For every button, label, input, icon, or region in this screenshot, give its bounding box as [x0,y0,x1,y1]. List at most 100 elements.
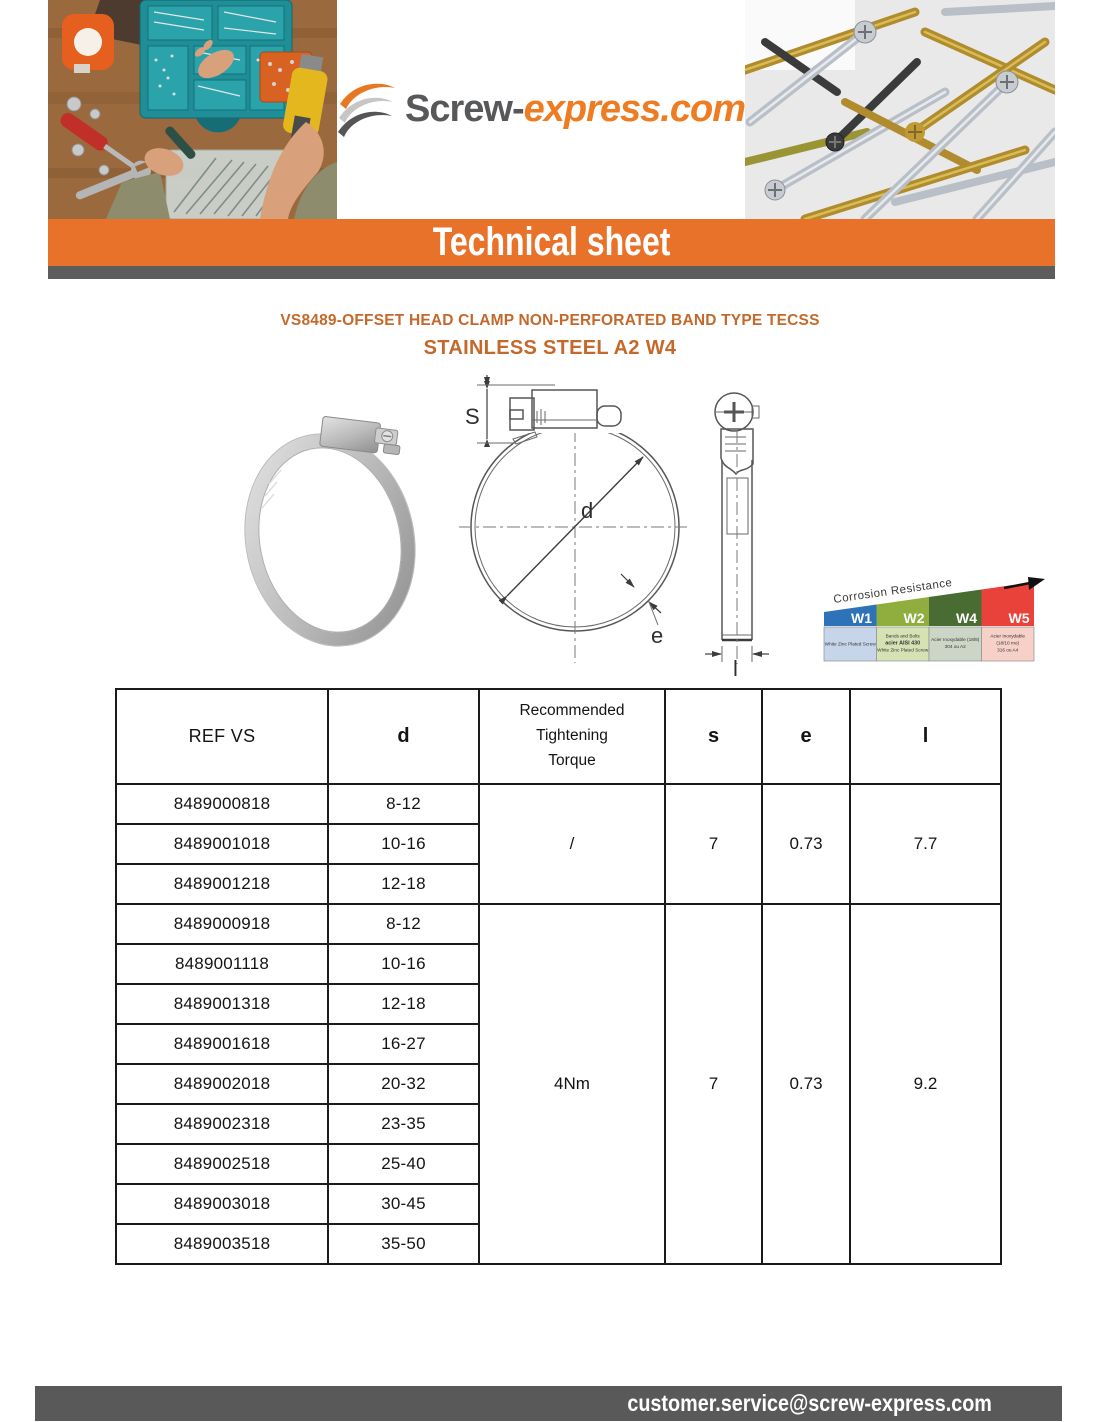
dimension-label-d: d [581,498,593,523]
d-cell: 23-35 [327,1103,480,1145]
w4-desc-box [928,626,982,662]
w4-desc-1: Acier Inoxydable (18/8) [931,637,980,642]
w5-segment [981,582,1034,626]
footer-bar: customer.service@screw-express.com [35,1386,1062,1421]
header-d: d [327,688,480,785]
d-cell: 12-18 [327,863,480,905]
banner-gray-strip [48,266,1055,279]
corrosion-resistance-chart: Corrosion Resistance W1 W2 W4 W5 White Z… [823,577,1045,662]
w4-segment [929,589,982,626]
dimension-label-e: e [651,623,663,648]
ref-cell: 8489002318 [115,1103,329,1145]
e-cell-group1: 0.73 [761,783,851,905]
table-header-row: REF VS d Recommended Tightening Torque s… [115,688,1002,785]
dimension-label-s: S [465,404,480,429]
torque-cell-group1: / [478,783,666,905]
header-e: e [761,688,851,785]
s-cell-group2: 7 [664,903,763,1265]
d-cell: 8-12 [327,783,480,825]
clamp-screw-housing [319,416,401,456]
e-cell-group2: 0.73 [761,903,851,1265]
d-cell: 8-12 [327,903,480,945]
header-torque-line1: Recommended [519,702,625,720]
workbench-photo [48,0,337,219]
table-row: 8489002318 23-35 [115,1103,1001,1145]
ref-cell: 8489002518 [115,1143,329,1185]
customer-service-email-link[interactable]: customer.service@screw-express.com [627,1390,992,1416]
w4-desc-2: 304 ou A2 [945,644,967,649]
clamp-product-image [244,416,416,647]
w1-label: W1 [851,610,872,626]
logo: Screw-express.com [337,0,746,219]
table-row: 8489000918 8-12 4Nm 7 0.73 9.2 [115,903,1002,1265]
d-cell: 16-27 [327,1023,480,1065]
d-cell: 35-50 [327,1223,480,1265]
l-cell-group1: 7.7 [849,783,1002,905]
d-cell: 30-45 [327,1183,480,1225]
header-s: s [664,688,763,785]
header-ref-vs: REF VS [115,688,329,785]
w1-segment [824,604,877,626]
ref-cell: 8489001218 [115,863,329,905]
w2-desc-2: acier AISI 430 [885,641,920,647]
table-row: 8489002018 20-32 [115,1063,1001,1105]
banner-title: Technical sheet [432,220,671,264]
table-row: 8489000818 8-12 / 7 0.73 7.7 [115,783,1002,905]
logo-text-orange: express.com [523,88,746,130]
screws-photo [745,0,1055,219]
ref-cell: 8489003518 [115,1223,329,1265]
technical-sheet-banner: Technical sheet [48,219,1055,266]
ref-cell: 8489003018 [115,1183,329,1225]
ref-cell: 8489001118 [115,943,329,985]
dimension-label-l: l [733,656,738,678]
header-l: l [849,688,1002,785]
header-torque: Recommended Tightening Torque [478,688,666,785]
ref-cell: 8489000818 [115,783,329,825]
wrench-icon [75,160,152,200]
header-torque-line2: Tightening [536,727,608,745]
clamp-side-view-drawing: l [705,392,769,678]
s-cell-group1: 7 [664,783,763,905]
table-row: 8489001018 10-16 [115,823,1001,865]
table-row: 8489003018 30-45 [115,1183,1001,1225]
w5-desc-3: 316 ou A4 [997,648,1019,653]
w5-desc-2: (18/10 mo) [996,641,1019,646]
product-title-line2: STAINLESS STEEL A2 W4 [423,337,677,359]
table-row: 8489002518 25-40 [115,1143,1001,1185]
w2-label: W2 [904,610,925,626]
w1-desc: White Zinc Plated Screw [825,642,877,647]
w2-segment [876,597,929,626]
w5-desc-box [981,626,1035,662]
ref-cell: 8489000918 [115,903,329,945]
table-row: 8489001118 10-16 [115,943,1001,985]
w5-label: W5 [1009,610,1030,626]
product-title-line1: VS8489-OFFSET HEAD CLAMP NON-PERFORATED … [280,312,820,329]
torque-cell-group2: 4Nm [478,903,666,1265]
d-cell: 10-16 [327,823,480,865]
d-cell: 20-32 [327,1063,480,1105]
w2-desc-3: White Zinc Plated Screw [877,648,929,653]
tape-measure-icon [62,14,114,73]
spec-table: REF VS d Recommended Tightening Torque s… [115,688,1002,1265]
w2-desc-box [876,626,930,662]
clamp-front-view-drawing: d S e [459,375,687,663]
table-row: 8489001618 16-27 [115,1023,1001,1065]
hands [106,39,337,219]
d-cell: 25-40 [327,1143,480,1185]
table-row: 8489001318 12-18 [115,983,1001,1025]
logo-text-dark: Screw- [405,88,525,130]
w5-desc-1: Acier Inoxydable [990,634,1025,639]
table-row: 8489001218 12-18 [115,863,1001,905]
logo-swoosh-icon [338,83,395,137]
d-cell: 10-16 [327,943,480,985]
ref-cell: 8489001618 [115,1023,329,1065]
header-torque-line3: Torque [548,751,596,769]
logo-wordmark: Screw-express.com [405,88,746,131]
ref-cell: 8489001018 [115,823,329,865]
l-cell-group2: 9.2 [849,903,1002,1265]
w2-desc-1: Bands and Bolts [886,634,921,639]
ref-cell: 8489002018 [115,1063,329,1105]
ref-cell: 8489001318 [115,983,329,1025]
d-cell: 12-18 [327,983,480,1025]
